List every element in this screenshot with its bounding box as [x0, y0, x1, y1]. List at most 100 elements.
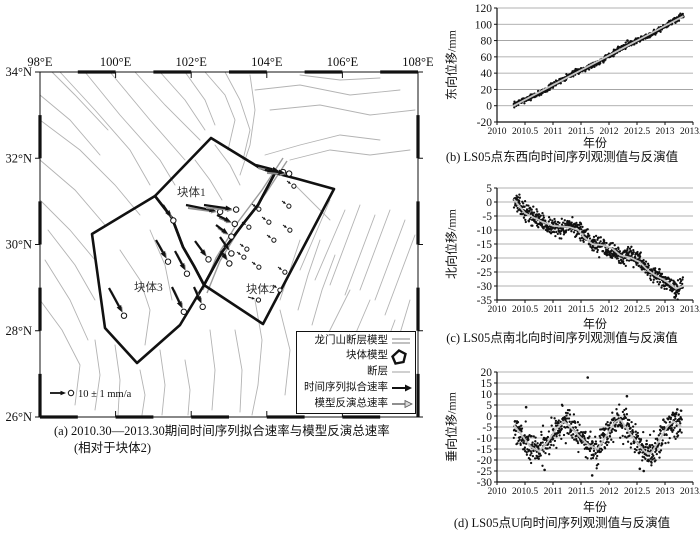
observed-point	[659, 30, 662, 33]
timeseries-rate-vector	[192, 286, 200, 298]
observed-point	[554, 422, 557, 425]
observed-point	[571, 70, 574, 73]
observed-point	[554, 234, 557, 238]
observed-point	[634, 430, 637, 433]
observed-point	[525, 204, 528, 207]
station-error-circle	[183, 270, 191, 277]
observed-point	[676, 285, 679, 288]
station-vector	[236, 251, 247, 260]
observed-point	[639, 251, 642, 254]
observed-point	[659, 432, 662, 435]
observed-point	[626, 247, 629, 251]
observed-point	[614, 247, 618, 251]
observed-point	[648, 443, 652, 447]
block-label: 块体1	[177, 185, 206, 199]
observed-point	[532, 211, 536, 214]
observed-point	[553, 217, 556, 221]
station-error-circle	[164, 258, 172, 265]
observed-outlier-point	[524, 405, 528, 409]
observed-point	[516, 196, 520, 199]
observed-point	[564, 442, 567, 445]
station-error-circle	[228, 250, 235, 257]
observed-point	[608, 435, 612, 438]
observed-point	[606, 420, 609, 424]
chart-c-xlabel: 年份	[582, 317, 607, 331]
observed-point	[550, 416, 553, 419]
fault-line	[344, 214, 376, 296]
frame-segment	[153, 70, 192, 74]
timeseries-rate-vector	[247, 296, 253, 299]
observed-point	[568, 413, 572, 416]
observed-point	[560, 437, 563, 441]
observed-point	[589, 446, 593, 450]
observed-point	[657, 283, 661, 286]
observed-point	[599, 428, 602, 431]
station-error-circle	[180, 308, 188, 315]
observed-point	[636, 431, 639, 435]
observed-point	[673, 415, 677, 418]
observed-point	[670, 424, 674, 427]
fault-line	[109, 71, 186, 161]
observed-point	[534, 215, 538, 218]
observed-point	[576, 429, 579, 432]
observed-point	[664, 421, 668, 424]
observed-point	[665, 287, 668, 291]
timeseries-rate-vector	[155, 239, 164, 253]
y-tick-label: 15	[481, 378, 493, 390]
chart-c-caption: (c) LS05点南北向时间序列观测值与反演值	[446, 331, 678, 345]
observed-point	[679, 422, 682, 425]
x-tick-label: 2011.5	[568, 127, 594, 137]
station-error-circle	[199, 303, 206, 311]
legend-label: 断层	[367, 366, 388, 378]
station-error-circle	[231, 220, 238, 228]
observed-point	[660, 272, 664, 276]
observed-point	[617, 259, 621, 263]
observed-point	[562, 221, 565, 224]
observed-point	[602, 61, 605, 64]
observed-point	[647, 454, 651, 457]
observed-point	[592, 449, 596, 453]
observed-point	[546, 447, 549, 450]
timeseries-rate-vector	[185, 203, 210, 211]
observed-point	[645, 439, 648, 442]
station-error-circle	[241, 254, 247, 260]
observed-point	[630, 245, 633, 248]
observed-point	[576, 421, 580, 424]
longmenshan-fault-model-icon	[391, 334, 413, 348]
fault-line	[384, 234, 416, 316]
timeseries-rate-vector-head	[196, 296, 201, 303]
observed-point	[647, 266, 650, 269]
fault-line	[374, 219, 406, 301]
observed-point	[547, 220, 550, 223]
lat-label: 30°N	[5, 238, 32, 252]
observed-point	[629, 426, 632, 430]
frame-segment	[77, 70, 116, 74]
observed-point	[624, 416, 628, 420]
observed-point	[519, 435, 522, 439]
observed-point	[523, 199, 527, 203]
observed-point	[555, 230, 558, 234]
fault-line	[59, 71, 151, 186]
legend-row-fault: 断层	[297, 365, 413, 379]
timeseries-rate-vector-head	[273, 285, 277, 288]
observed-point	[578, 423, 581, 426]
station-error-circle	[226, 260, 233, 267]
observed-point	[602, 249, 605, 253]
timeseries-rate-vector	[162, 204, 169, 213]
observed-point	[528, 218, 531, 221]
observed-point	[600, 448, 604, 451]
observed-point	[599, 240, 602, 243]
observed-point	[547, 430, 551, 433]
x-tick-label: 2013.5	[680, 487, 700, 497]
observed-point	[558, 434, 561, 437]
station-vector	[108, 287, 128, 319]
observed-point	[667, 441, 670, 444]
observed-point	[613, 244, 616, 247]
observed-point	[552, 444, 555, 447]
observed-point	[577, 450, 580, 454]
scale-indicator: 10 ± 1 mm/a	[50, 389, 132, 400]
observed-outlier-point	[586, 376, 590, 379]
observed-point	[558, 221, 561, 225]
legend-row-model-rate: 模型反演总速率	[297, 397, 413, 411]
observed-point	[531, 441, 534, 444]
